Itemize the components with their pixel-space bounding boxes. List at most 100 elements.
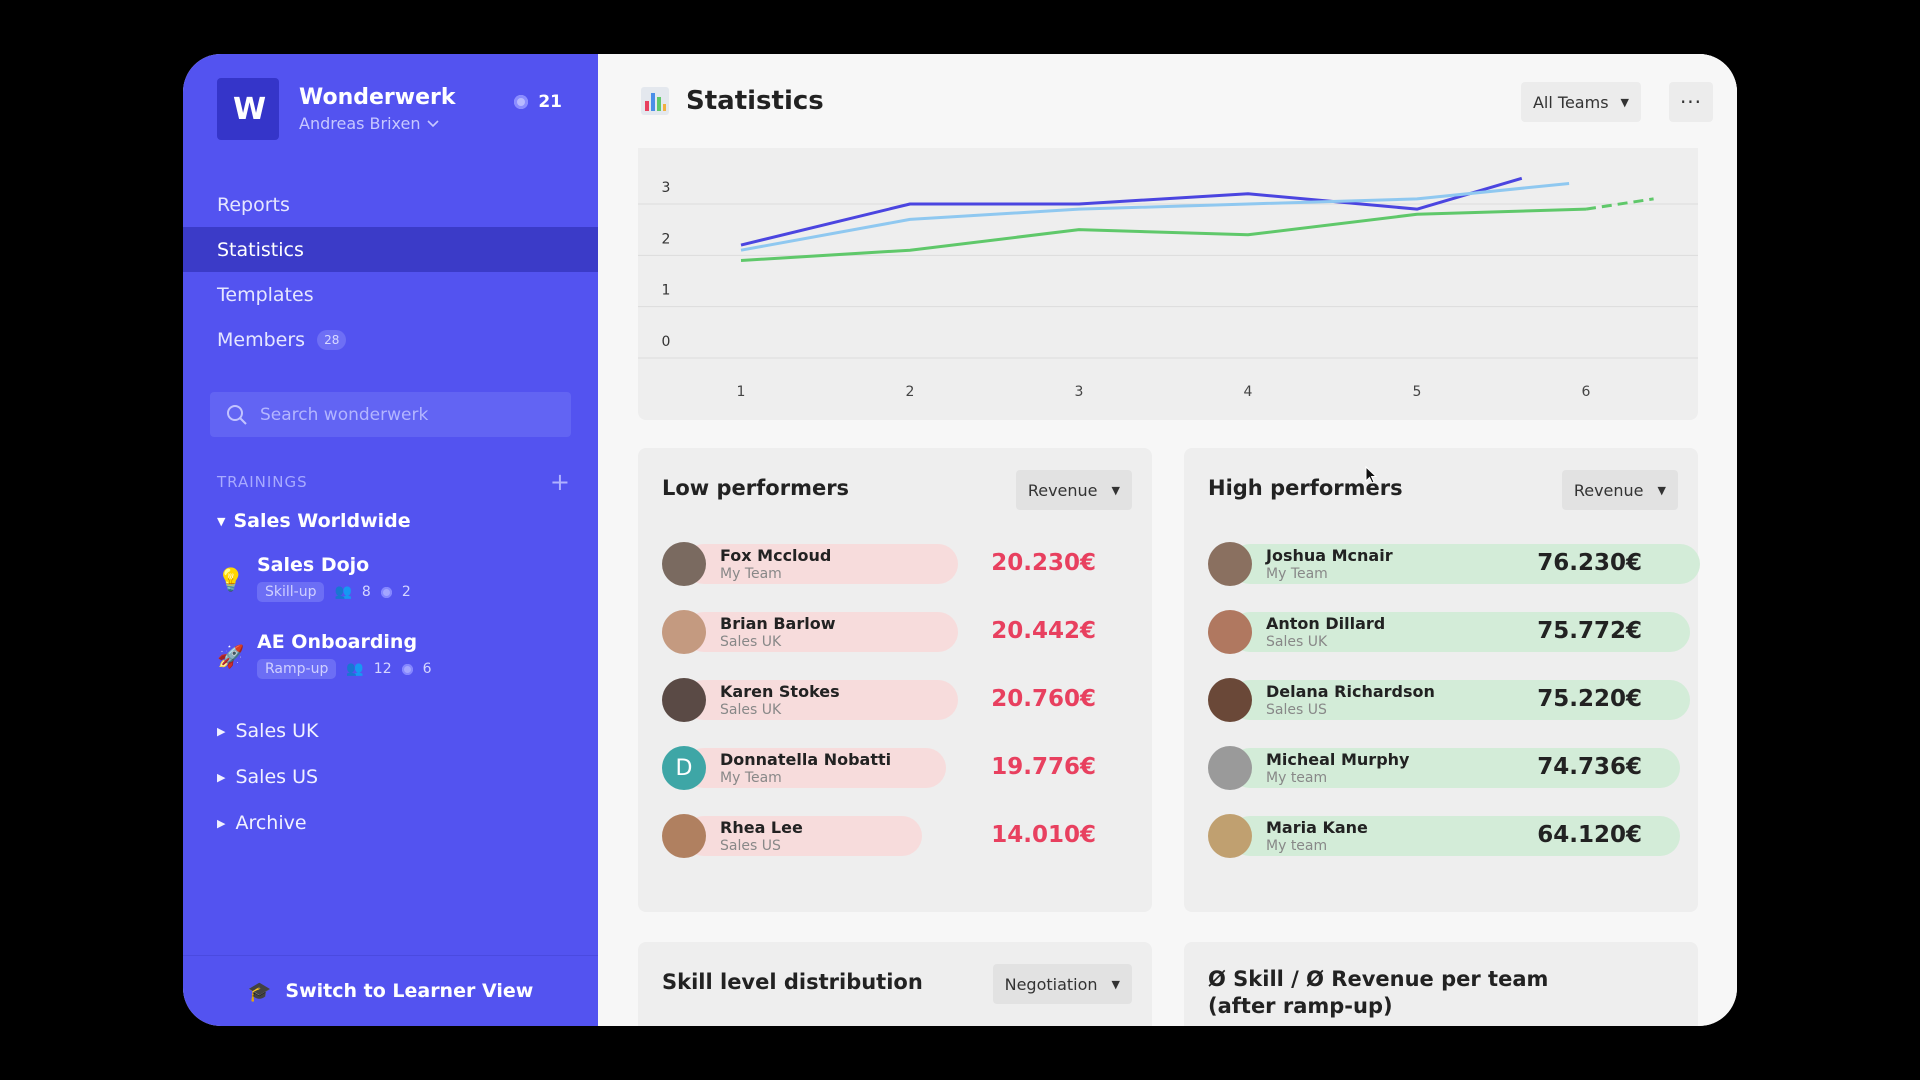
avatar <box>1208 746 1252 790</box>
nav-label: Statistics <box>217 238 304 261</box>
coin-count: 2 <box>401 584 411 600</box>
performer-row[interactable]: Brian Barlow Sales UK 20.442€ <box>662 610 1128 654</box>
performer-pill <box>1230 680 1690 720</box>
x-tick-label: 1 <box>737 384 746 400</box>
performer-name: Brian Barlow <box>720 614 836 633</box>
performer-pill <box>1230 816 1680 856</box>
training-sales-dojo[interactable]: 💡 Sales Dojo Skill-up 👥 8 2 <box>217 554 411 602</box>
performer-row[interactable]: Karen Stokes Sales UK 20.760€ <box>662 678 1128 722</box>
metric-value: Revenue <box>1573 480 1644 500</box>
skill-revenue-title: Ø Skill / Ø Revenue per team (after ramp… <box>1208 966 1548 1020</box>
performer-value: 20.442€ <box>991 618 1096 644</box>
trainings-section-header: TRAININGS + <box>217 470 571 494</box>
caret-down-icon: ▼ <box>1111 483 1120 497</box>
x-tick-label: 5 <box>1413 384 1422 400</box>
performer-pill <box>684 612 958 652</box>
lightbulb-icon: 💡 <box>217 568 245 593</box>
performer-value: 75.772€ <box>1537 618 1642 644</box>
search-input[interactable] <box>260 404 550 425</box>
skill-metric-dropdown[interactable]: Negotiation ▼ <box>992 964 1132 1004</box>
avatar <box>1208 542 1252 586</box>
performer-row[interactable]: Rhea Lee Sales US 14.010€ <box>662 814 1128 858</box>
performer-pill <box>1230 612 1690 652</box>
performer-pill <box>684 816 922 856</box>
caret-right-icon: ▶ <box>217 816 226 830</box>
x-tick-label: 2 <box>906 384 915 400</box>
performer-pill <box>684 680 958 720</box>
coin-icon <box>380 586 392 598</box>
user-switcher[interactable]: Andreas Brixen <box>299 114 456 133</box>
line-chart-card: 0 1 2 3 1 2 3 4 5 6 <box>638 148 1698 420</box>
brand[interactable]: W Wonderwerk Andreas Brixen <box>217 78 456 140</box>
switch-learner-view-button[interactable]: 🎓 Switch to Learner View <box>183 955 598 1026</box>
performer-row[interactable]: Fox Mccloud My Team 20.230€ <box>662 542 1128 586</box>
performer-team: Sales UK <box>720 634 782 650</box>
coin-count-value: 21 <box>538 92 562 112</box>
user-name: Andreas Brixen <box>299 114 421 133</box>
caret-right-icon: ▶ <box>217 770 226 784</box>
title-line: (after ramp-up) <box>1208 994 1393 1018</box>
nav-item-templates[interactable]: Templates <box>183 272 598 317</box>
search-box[interactable] <box>210 392 571 437</box>
performer-name: Maria Kane <box>1266 818 1368 837</box>
training-tag: Skill-up <box>257 582 325 602</box>
y-tick-label: 0 <box>662 334 671 350</box>
search-icon <box>227 404 247 425</box>
nav-item-reports[interactable]: Reports <box>183 182 598 227</box>
graduation-cap-icon: 🎓 <box>247 980 272 1003</box>
caret-right-icon: ▶ <box>217 724 226 738</box>
performer-team: My team <box>1266 770 1328 786</box>
performer-row[interactable]: Joshua Mcnair My Team 76.230€ <box>1208 542 1700 586</box>
performer-name: Joshua Mcnair <box>1266 546 1393 565</box>
users-icon: 👥 <box>346 661 364 677</box>
training-ae-onboarding[interactable]: 🚀 AE Onboarding Ramp-up 👥 12 6 <box>217 631 432 679</box>
nav-item-statistics[interactable]: Statistics <box>183 227 598 272</box>
low-performers-card: Low performers Revenue ▼ Fox Mccloud My T… <box>638 448 1152 912</box>
skill-distribution-title: Skill level distribution <box>662 970 923 994</box>
performer-row[interactable]: Delana Richardson Sales US 75.220€ <box>1208 678 1690 722</box>
performer-row[interactable]: Maria Kane My team 64.120€ <box>1208 814 1680 858</box>
avatar <box>662 610 706 654</box>
performer-row[interactable]: Anton Dillard Sales UK 75.772€ <box>1208 610 1690 654</box>
logo: W <box>217 78 279 140</box>
group-sales-worldwide[interactable]: ▼ Sales Worldwide <box>217 510 411 532</box>
app-window: W Wonderwerk Andreas Brixen 21 Reports S… <box>183 54 1737 1026</box>
users-icon: 👥 <box>334 584 352 600</box>
coin-counter[interactable]: 21 <box>514 92 562 112</box>
coin-icon <box>514 95 529 109</box>
group-sales-uk[interactable]: ▶ Sales UK <box>217 720 318 742</box>
group-sales-us[interactable]: ▶ Sales US <box>217 766 318 788</box>
performer-team: My Team <box>1266 566 1328 582</box>
avatar <box>1208 678 1252 722</box>
performer-value: 76.230€ <box>1537 550 1642 576</box>
performer-pill <box>1230 748 1680 788</box>
high-metric-dropdown[interactable]: Revenue ▼ <box>1561 470 1678 510</box>
x-tick-label: 3 <box>1075 384 1084 400</box>
performer-value: 64.120€ <box>1537 822 1642 848</box>
more-options-button[interactable]: ··· <box>1669 82 1713 122</box>
caret-down-icon: ▼ <box>1620 95 1629 109</box>
title-line: Ø Skill / Ø Revenue per team <box>1208 967 1549 991</box>
top-bar: Statistics All Teams ▼ ··· <box>598 54 1737 148</box>
team-filter-dropdown[interactable]: All Teams ▼ <box>1520 82 1641 122</box>
main-content: 0 1 2 3 1 2 3 4 5 6 Statistics All Teams ▼ ··· Lo… <box>598 54 1737 1026</box>
nav-item-members[interactable]: Members 28 <box>183 317 598 362</box>
performer-row[interactable]: D Donnatella Nobatti My Team 19.776€ <box>662 746 1128 790</box>
low-metric-dropdown[interactable]: Revenue ▼ <box>1015 470 1132 510</box>
main-nav: Reports Statistics Templates Members 28 <box>183 182 598 362</box>
trainings-heading: TRAININGS <box>217 473 308 491</box>
member-count: 12 <box>373 661 392 677</box>
performer-team: Sales US <box>1266 702 1327 718</box>
group-archive[interactable]: ▶ Archive <box>217 812 307 834</box>
y-tick-label: 1 <box>662 283 671 299</box>
series-line <box>1585 197 1654 211</box>
performer-row[interactable]: Micheal Murphy My team 74.736€ <box>1208 746 1680 790</box>
high-performers-card: High performers Revenue ▼ Joshua Mcnair M… <box>1184 448 1700 912</box>
performer-value: 75.220€ <box>1537 686 1642 712</box>
team-filter-value: All Teams <box>1532 92 1609 112</box>
more-icon: ··· <box>1679 90 1703 114</box>
performer-name: Karen Stokes <box>720 682 840 701</box>
metric-value: Revenue <box>1027 480 1098 500</box>
caret-down-icon: ▼ <box>1657 483 1666 497</box>
add-training-icon[interactable]: + <box>549 468 571 496</box>
